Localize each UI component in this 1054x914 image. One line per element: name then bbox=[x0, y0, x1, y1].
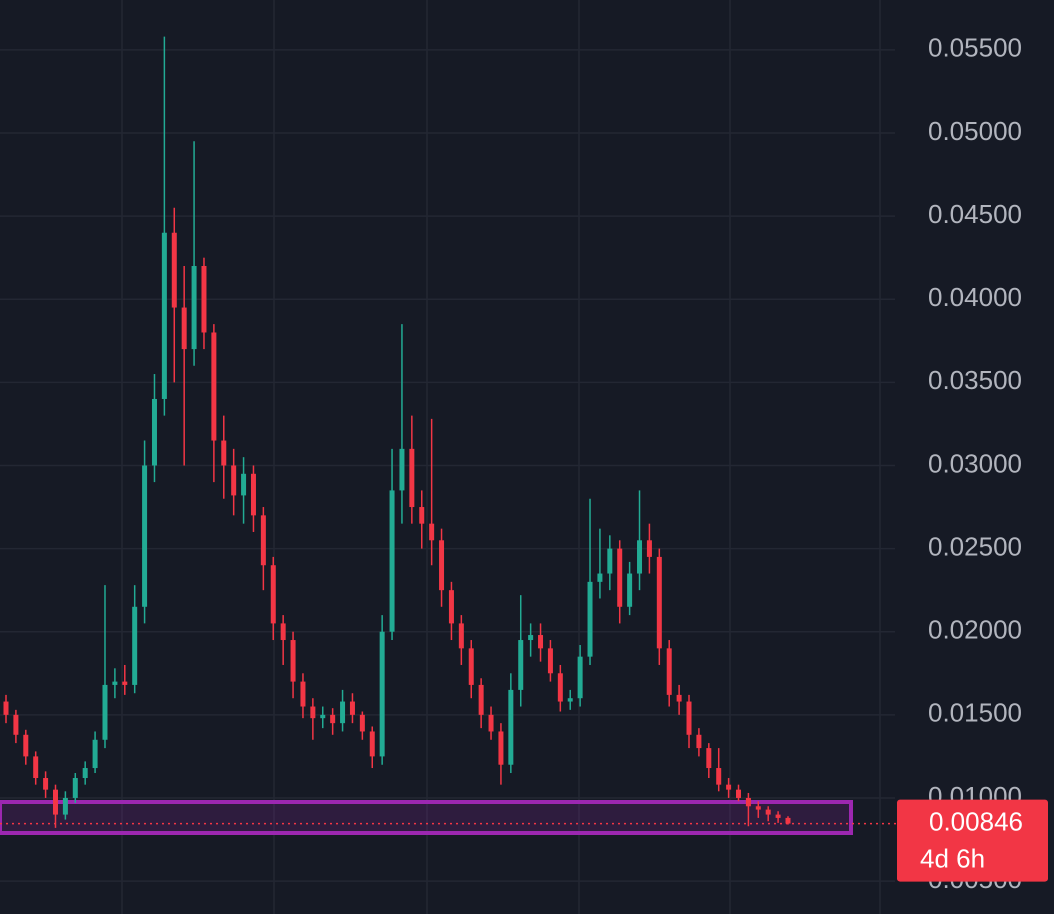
candle-body bbox=[567, 698, 573, 702]
candle-body bbox=[122, 681, 128, 685]
candle-body bbox=[508, 689, 514, 765]
candle-body bbox=[637, 540, 643, 574]
y-tick-label: 0.05000 bbox=[928, 116, 1022, 146]
candle-body bbox=[676, 694, 682, 702]
candle-body bbox=[597, 573, 603, 582]
candle-body bbox=[736, 789, 742, 798]
candle-body bbox=[221, 440, 227, 466]
candle-body bbox=[518, 640, 524, 690]
y-tick-label: 0.02000 bbox=[928, 615, 1022, 645]
candle-body bbox=[666, 648, 672, 695]
candle-body bbox=[547, 648, 553, 674]
candle-body bbox=[577, 656, 583, 699]
candle-body bbox=[92, 739, 98, 769]
candle-body bbox=[3, 701, 9, 715]
candle-body bbox=[171, 232, 177, 308]
candle-body bbox=[745, 797, 751, 807]
candle-body bbox=[607, 548, 613, 574]
candle-body bbox=[43, 778, 49, 790]
candle-body bbox=[290, 640, 296, 682]
last-price-label: 0.00846 bbox=[929, 806, 1023, 836]
candle-body bbox=[488, 714, 494, 732]
price-zone bbox=[0, 800, 853, 835]
candle-body bbox=[686, 701, 692, 735]
candle-body bbox=[151, 398, 157, 466]
candle-body bbox=[33, 756, 39, 779]
candle-body bbox=[528, 635, 534, 641]
candle-body bbox=[448, 590, 454, 624]
candle-body bbox=[112, 681, 118, 685]
candle-body bbox=[201, 265, 207, 333]
candle-body bbox=[231, 465, 237, 496]
candle-body bbox=[409, 448, 415, 508]
candle-body bbox=[270, 565, 276, 624]
candle-body bbox=[13, 714, 19, 735]
candle-body bbox=[478, 684, 484, 715]
candle-body bbox=[429, 523, 435, 541]
candle-body bbox=[755, 806, 761, 810]
candle-body bbox=[716, 768, 722, 785]
candle-body bbox=[181, 307, 187, 350]
candle-body bbox=[161, 232, 167, 399]
candle-body bbox=[646, 540, 652, 557]
y-tick-label: 0.05500 bbox=[928, 33, 1022, 63]
last-price-box bbox=[897, 799, 1048, 882]
candle-body bbox=[656, 556, 662, 649]
candle-body bbox=[439, 540, 445, 591]
candle-body bbox=[23, 734, 29, 757]
candle-body bbox=[765, 809, 771, 815]
candle-body bbox=[775, 814, 781, 818]
candle-body bbox=[72, 778, 78, 798]
candle-body bbox=[241, 473, 247, 496]
candle-body bbox=[260, 515, 266, 566]
y-tick-label: 0.01500 bbox=[928, 698, 1022, 728]
candle-body bbox=[102, 684, 108, 740]
candles bbox=[3, 36, 791, 828]
candle-body bbox=[557, 673, 563, 702]
candle-body bbox=[359, 714, 365, 732]
candle-body bbox=[280, 623, 286, 641]
last-price: 0.00846 4d 6h bbox=[0, 799, 1048, 882]
candle-body bbox=[82, 768, 88, 779]
candle-body bbox=[587, 581, 593, 657]
candle-body bbox=[399, 448, 405, 491]
candle-body bbox=[498, 731, 504, 765]
candle-body bbox=[62, 797, 68, 815]
candle-body bbox=[419, 507, 425, 524]
candle-body bbox=[310, 706, 316, 719]
candle-body bbox=[320, 714, 326, 719]
candle-body bbox=[250, 473, 256, 516]
candle-body bbox=[349, 701, 355, 715]
candle-body bbox=[330, 714, 336, 724]
candle-body bbox=[211, 332, 217, 441]
y-tick-label: 0.04500 bbox=[928, 199, 1022, 229]
candle-body bbox=[142, 465, 148, 607]
candle-body bbox=[617, 548, 623, 607]
candle-body bbox=[538, 635, 544, 649]
grid bbox=[0, 49, 895, 882]
candle-body bbox=[379, 631, 385, 757]
candle-body bbox=[369, 731, 375, 757]
countdown-label: 4d 6h bbox=[920, 843, 985, 873]
y-tick-label: 0.04000 bbox=[928, 282, 1022, 312]
candle-body bbox=[706, 748, 712, 769]
candle-body bbox=[191, 265, 197, 350]
candle-body bbox=[458, 623, 464, 649]
candle-body bbox=[696, 734, 702, 749]
candle-body bbox=[627, 573, 633, 607]
candle-body bbox=[726, 784, 732, 790]
y-tick-label: 0.03500 bbox=[928, 365, 1022, 395]
candle-body bbox=[300, 681, 306, 707]
y-tick-label: 0.02500 bbox=[928, 531, 1022, 561]
candle-body bbox=[468, 648, 474, 685]
vertical-grid bbox=[121, 0, 881, 914]
candle-body bbox=[785, 817, 791, 824]
candle-body bbox=[389, 490, 395, 632]
candle-body bbox=[340, 701, 346, 724]
y-tick-label: 0.03000 bbox=[928, 448, 1022, 478]
candle-body bbox=[132, 606, 138, 685]
candle-body bbox=[52, 789, 58, 815]
